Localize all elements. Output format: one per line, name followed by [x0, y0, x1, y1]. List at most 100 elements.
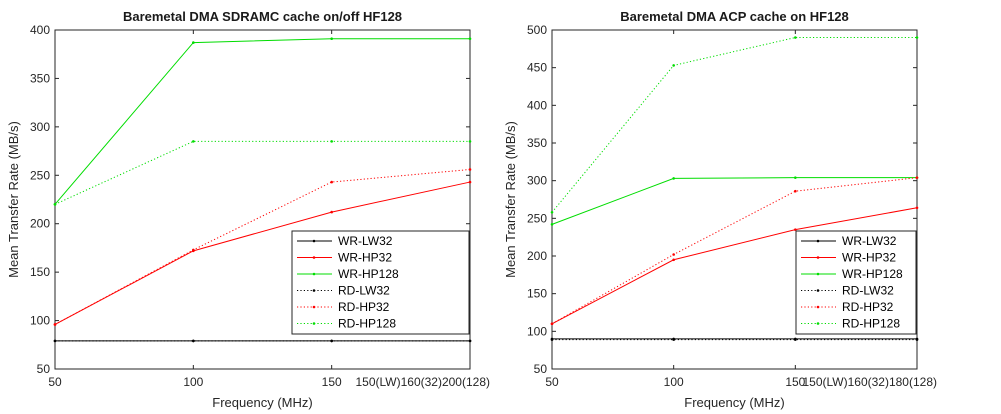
- series-RD-HP32: [53, 168, 472, 326]
- series-line: [551, 207, 918, 325]
- legend-label: WR-HP128: [338, 267, 399, 281]
- legend-marker: [816, 256, 820, 259]
- legend-marker: [816, 272, 820, 276]
- data-point: [468, 339, 472, 343]
- data-point: [915, 36, 919, 39]
- y-tick-label: 200: [527, 249, 547, 263]
- series-line: [54, 38, 470, 205]
- legend-label: WR-HP32: [842, 251, 896, 265]
- y-tick-label: 450: [527, 61, 547, 75]
- y-tick-label: 150: [30, 265, 50, 279]
- chart-2: Baremetal DMA ACP cache on HF128 50 100 150…: [503, 9, 937, 410]
- y-tick-label: 350: [30, 71, 50, 85]
- series-RD-HP128: [53, 140, 472, 206]
- legend-label: RD-HP128: [338, 317, 396, 331]
- x-tick-label: 100: [664, 375, 684, 389]
- series-line: [551, 177, 917, 225]
- data-point: [794, 36, 797, 39]
- data-point: [794, 228, 797, 231]
- x-axis-label: Frequency (MHz): [684, 395, 784, 410]
- data-point: [915, 338, 919, 341]
- data-point: [330, 210, 333, 214]
- data-point: [550, 322, 554, 326]
- series-line: [551, 177, 918, 325]
- data-point: [192, 140, 195, 143]
- legend-marker: [312, 272, 316, 276]
- y-tick-label: 400: [30, 23, 50, 37]
- data-point: [672, 64, 675, 67]
- legend: WR-LW32 WR-HP32 WR-HP128 RD-LW32 RD-HP32 RD-H…: [291, 230, 470, 335]
- series-line: [551, 37, 917, 213]
- x-tick-label: 150(LW)160(32)180(128): [802, 375, 937, 389]
- legend-box: [795, 230, 917, 335]
- x-tick-label: 150: [322, 375, 342, 389]
- legend-label: RD-LW32: [842, 284, 894, 298]
- data-point: [330, 180, 333, 184]
- y-tick-label: 250: [527, 211, 547, 225]
- chart-1: Baremetal DMA SDRAMC cache on/off HF128 5…: [6, 9, 490, 410]
- y-tick-label: 400: [527, 98, 547, 112]
- series-RD-LW32: [550, 338, 919, 341]
- data-point: [468, 140, 472, 143]
- data-point: [330, 339, 333, 343]
- x-tick-label: 100: [183, 375, 203, 389]
- data-point: [915, 206, 919, 210]
- y-tick-label: 50: [37, 362, 51, 376]
- y-tick-label: 500: [527, 23, 547, 37]
- data-point: [468, 180, 472, 184]
- legend: WR-LW32 WR-HP32 WR-HP128 RD-LW32 RD-HP32 RD-H…: [795, 230, 917, 335]
- legend-label: RD-LW32: [338, 284, 390, 298]
- data-point: [550, 338, 554, 341]
- legend-label: RD-HP32: [338, 300, 390, 314]
- x-tick-label: 50: [545, 375, 559, 389]
- chart-title: Baremetal DMA ACP cache on HF128: [620, 9, 849, 24]
- data-point: [330, 37, 333, 41]
- x-tick-label: 50: [48, 375, 62, 389]
- x-axis-label: Frequency (MHz): [212, 395, 312, 410]
- legend-marker: [816, 322, 820, 325]
- legend-marker: [312, 322, 316, 325]
- data-point: [915, 176, 919, 179]
- legend-label: RD-HP128: [842, 317, 900, 331]
- data-point: [192, 339, 195, 343]
- data-point: [550, 211, 554, 214]
- data-point: [468, 37, 472, 41]
- data-point: [53, 203, 57, 206]
- chart-title: Baremetal DMA SDRAMC cache on/off HF128: [123, 9, 402, 24]
- legend-label: WR-LW32: [338, 234, 393, 248]
- y-tick-label: 150: [527, 287, 547, 301]
- legend-marker: [312, 305, 316, 309]
- y-tick-label: 250: [30, 168, 50, 182]
- legend-marker: [816, 289, 820, 292]
- data-point: [550, 223, 554, 226]
- legend-marker: [816, 239, 820, 243]
- legend-label: WR-LW32: [842, 234, 897, 248]
- y-tick-label: 300: [527, 174, 547, 188]
- data-point: [53, 323, 57, 326]
- data-point: [794, 338, 797, 341]
- y-tick-label: 350: [527, 136, 547, 150]
- data-point: [672, 338, 675, 341]
- legend-label: WR-HP32: [338, 251, 392, 265]
- legend-label: WR-HP128: [842, 267, 903, 281]
- data-point: [192, 248, 195, 252]
- legend-marker: [816, 305, 820, 309]
- series-line: [54, 168, 471, 325]
- y-axis-label: Mean Transfer Rate (MB/s): [503, 121, 518, 278]
- legend-marker: [312, 256, 316, 259]
- series-RD-LW32: [53, 339, 472, 343]
- series-RD-HP32: [550, 176, 919, 326]
- y-axis-label: Mean Transfer Rate (MB/s): [6, 121, 21, 278]
- data-point: [468, 168, 472, 171]
- data-point: [672, 177, 675, 180]
- legend-label: RD-HP32: [842, 300, 894, 314]
- series-RD-HP128: [550, 36, 919, 214]
- data-point: [192, 41, 195, 44]
- data-point: [672, 253, 675, 256]
- x-tick-label: 150: [785, 375, 805, 389]
- y-tick-label: 200: [30, 217, 50, 231]
- legend-marker: [312, 289, 316, 292]
- legend-marker: [312, 239, 316, 243]
- y-tick-label: 300: [30, 120, 50, 134]
